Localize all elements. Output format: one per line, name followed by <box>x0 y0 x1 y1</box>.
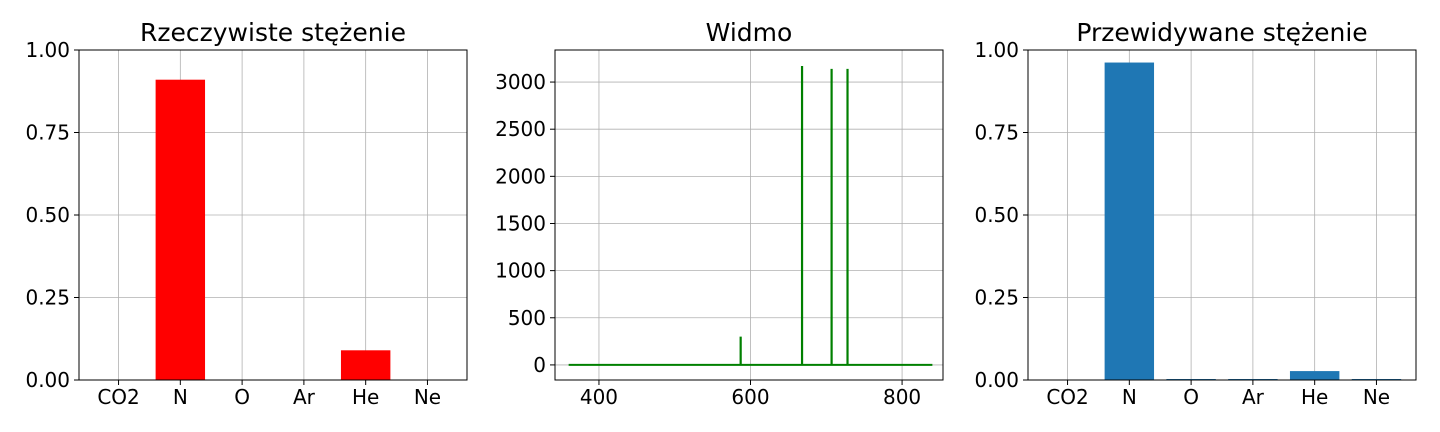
y-tick-label: 1.00 <box>974 38 1019 62</box>
x-tick-label: O <box>1183 385 1199 409</box>
x-tick-label: Ar <box>1242 385 1265 409</box>
chart-panel-1: Rzeczywiste stężenie 0.00 0.25 0.50 0.75 1.00… <box>25 18 468 409</box>
y-tick-label: 1.00 <box>25 38 70 62</box>
plot-frame <box>554 49 944 381</box>
y-tick-label: 0.75 <box>25 121 70 145</box>
y-tick-label: 1500 <box>495 211 546 235</box>
x-tick-label: He <box>1301 385 1328 409</box>
chart-title: Przewidywane stężenie <box>1076 18 1367 47</box>
x-tick-label: He <box>352 385 379 409</box>
y-tick-label: 0.50 <box>25 203 70 227</box>
x-tick-label: 600 <box>731 385 769 409</box>
bar-he <box>1289 371 1340 380</box>
y-tick-label: 3000 <box>495 70 546 94</box>
x-tick-label: Ne <box>414 385 441 409</box>
y-tick-label: 1000 <box>495 259 546 283</box>
x-tick-label: 800 <box>883 385 921 409</box>
y-tick-label: 0 <box>533 353 546 377</box>
bar-n <box>155 79 206 380</box>
x-tick-label: 400 <box>580 385 618 409</box>
x-tick-label: CO2 <box>1046 385 1088 409</box>
x-tick-label: O <box>234 385 250 409</box>
bar-he <box>340 350 391 380</box>
x-tick-label: N <box>1122 385 1137 409</box>
y-tick-label: 0.25 <box>25 286 70 310</box>
y-tick-label: 0.75 <box>974 121 1019 145</box>
plot-frame <box>1027 49 1417 381</box>
y-tick-label: 0.50 <box>974 203 1019 227</box>
y-tick-label: 0.25 <box>974 286 1019 310</box>
x-tick-label: Ne <box>1363 385 1390 409</box>
y-tick-label: 2000 <box>495 164 546 188</box>
y-tick-label: 0.00 <box>974 368 1019 392</box>
y-tick-label: 0.00 <box>25 368 70 392</box>
chart-title: Widmo <box>706 18 793 47</box>
y-tick-label: 2500 <box>495 117 546 141</box>
chart-panel-3: Przewidywane stężenie 0.00 0.25 0.50 0.75 1.0… <box>974 18 1417 409</box>
plot-frame <box>78 49 468 381</box>
x-tick-label: CO2 <box>97 385 139 409</box>
x-tick-label: N <box>173 385 188 409</box>
y-tick-label: 500 <box>508 306 546 330</box>
x-tick-label: Ar <box>293 385 316 409</box>
chart-title: Rzeczywiste stężenie <box>140 18 406 47</box>
bar-n <box>1104 62 1155 380</box>
chart-panel-2: Widmo 0 500 1000 1500 2000 2500 3000 400 600 800 <box>495 18 944 409</box>
